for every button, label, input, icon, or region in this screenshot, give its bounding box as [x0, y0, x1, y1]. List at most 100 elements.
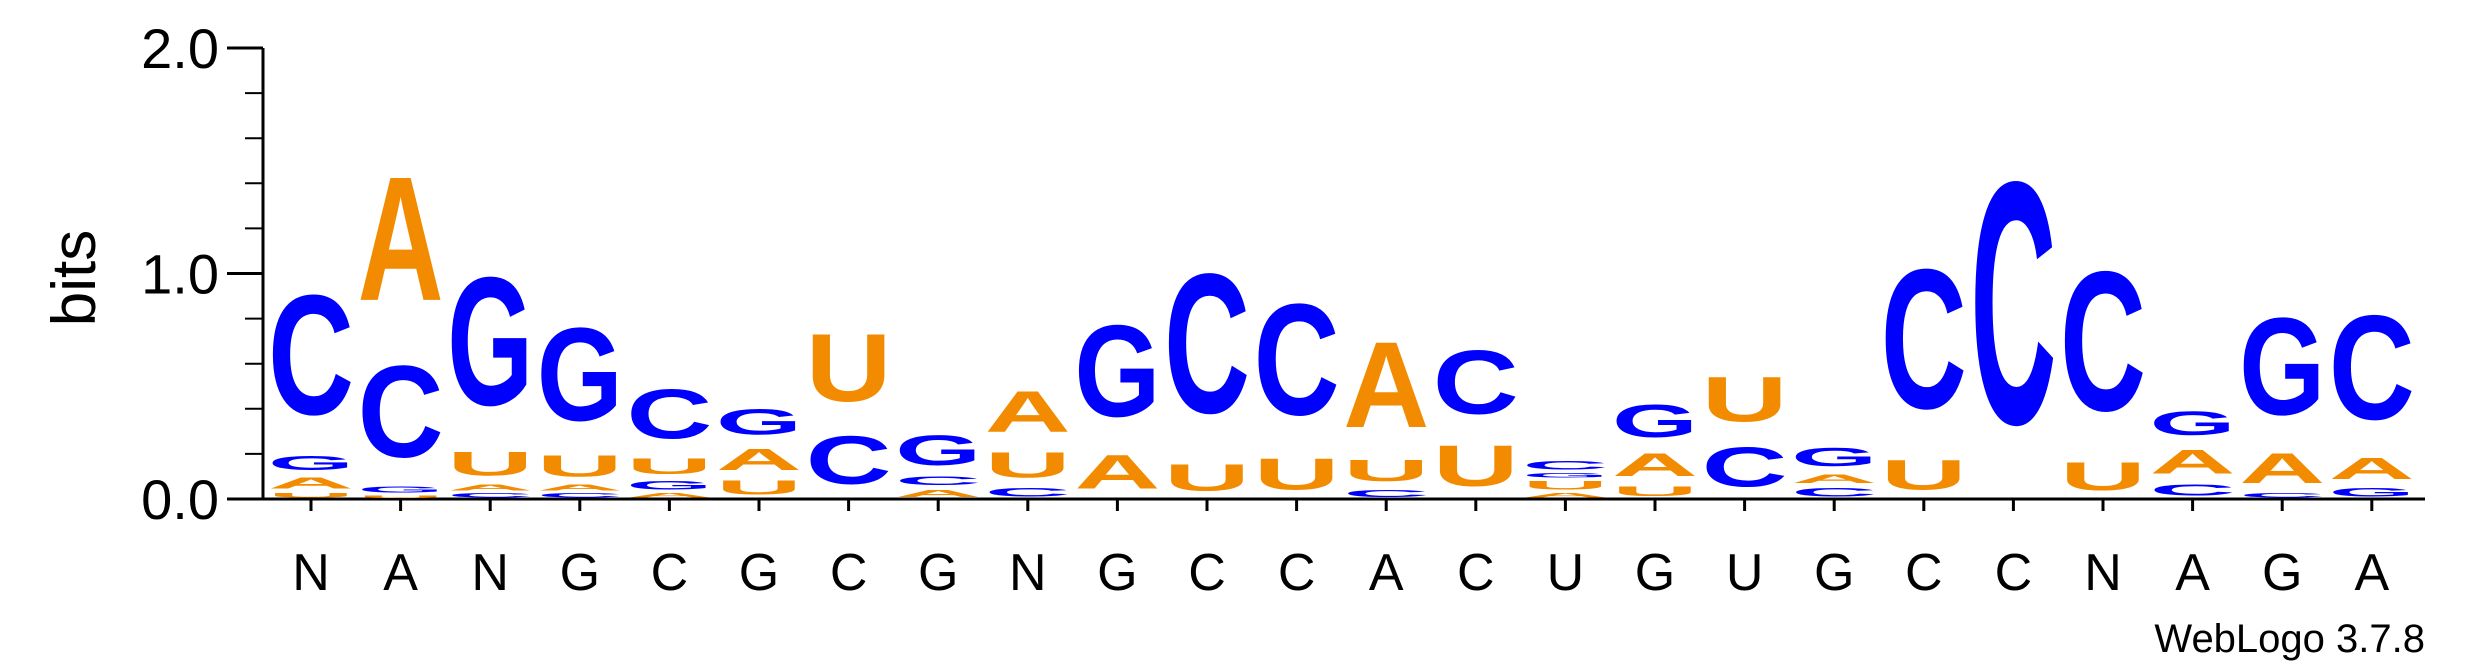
logo-letter-A: A — [537, 483, 623, 492]
logo-letter-U: U — [268, 492, 354, 499]
logo-letter-A: A — [985, 379, 1071, 444]
logo-letter-C: C — [1164, 231, 1250, 454]
x-tick-label: N — [2084, 544, 2122, 602]
logo-letter-G: G — [1522, 472, 1608, 479]
y-tick-label: 1.0 — [141, 243, 219, 306]
x-tick-label: G — [739, 544, 779, 602]
y-tick-label: 0.0 — [141, 468, 219, 531]
logo-letter-U: U — [2060, 454, 2146, 499]
logo-letter-A: A — [358, 139, 444, 337]
logo-letter-A: A — [2329, 452, 2415, 486]
logo-letter-C: C — [1343, 488, 1429, 499]
logo-letter-G: G — [268, 452, 354, 475]
logo-letter-C: C — [2060, 229, 2146, 452]
logo-letter-C: C — [895, 474, 981, 488]
x-tick-label: C — [1905, 544, 1943, 602]
logo-letter-U: U — [806, 314, 892, 422]
logo-letter-C: C — [1970, 110, 2056, 496]
x-tick-label: N — [471, 544, 509, 602]
x-tick-label: G — [918, 544, 958, 602]
logo-letter-A: A — [447, 483, 533, 492]
x-tick-label: C — [1457, 544, 1495, 602]
logo-letter-A: A — [1074, 445, 1160, 499]
x-tick-label: C — [1278, 544, 1316, 602]
x-tick-label: A — [2354, 544, 2389, 602]
logo-letter-U: U — [447, 445, 533, 483]
y-axis-label: bits — [40, 230, 109, 326]
x-tick-label: G — [1097, 544, 1137, 602]
y-tick-label: 2.0 — [141, 17, 219, 80]
logo-letter-G: G — [537, 299, 623, 448]
x-tick-label: A — [1369, 544, 1404, 602]
logo-letter-U: U — [358, 494, 444, 498]
x-tick-label: G — [1635, 544, 1675, 602]
logo-letter-C: C — [1881, 227, 1967, 450]
logo-letter-U: U — [1164, 456, 1250, 499]
logo-letter-C: C — [1522, 458, 1608, 472]
logo-letter-C: C — [268, 261, 354, 451]
logo-letter-G: G — [895, 426, 981, 473]
logo-letter-U: U — [537, 449, 623, 483]
logo-letter-A: A — [895, 488, 981, 499]
logo-letter-A: A — [268, 474, 354, 492]
x-tick-label: G — [560, 544, 600, 602]
x-tick-label: N — [1009, 544, 1047, 602]
logo-letter-C: C — [985, 485, 1071, 499]
logo-letter-G: G — [1791, 443, 1877, 472]
y-axis-ticks: 0.0 1.0 2.0 — [141, 17, 263, 531]
x-tick-label: N — [292, 544, 330, 602]
logo-letter-G: G — [1074, 297, 1160, 444]
x-tick-label: C — [1995, 544, 2033, 602]
logo-letter-A: A — [1612, 447, 1698, 483]
logo-letter-C: C — [626, 374, 712, 453]
logo-letter-A: A — [626, 492, 712, 499]
logo-letter-G: G — [2239, 288, 2325, 444]
logo-letter-C: C — [537, 492, 623, 499]
logo-letter-U: U — [626, 454, 712, 479]
logo-letter-G: G — [2150, 405, 2236, 443]
logo-letter-C: C — [447, 492, 533, 499]
x-tick-label: C — [1188, 544, 1226, 602]
logo-letter-C: C — [358, 338, 444, 484]
logo-letter-G: G — [358, 485, 444, 494]
logo-letter-G: G — [447, 240, 533, 445]
logo-letter-A: A — [716, 443, 802, 477]
logo-letter-C: C — [2150, 481, 2236, 499]
x-tick-label: G — [1814, 544, 1854, 602]
logo-letter-G: G — [626, 479, 712, 493]
logo-letter-G: G — [2329, 485, 2415, 499]
logo-letter-U: U — [985, 445, 1071, 486]
logo-letter-U: U — [1522, 479, 1608, 493]
logo-letter-U: U — [1612, 483, 1698, 499]
logo-letter-U: U — [1881, 451, 1967, 498]
logo-letter-A: A — [1791, 472, 1877, 486]
logo-letter-C: C — [1254, 271, 1340, 449]
logo-letter-C: C — [2329, 284, 2415, 451]
logo-letter-U: U — [1343, 454, 1429, 488]
x-tick-label: A — [2175, 544, 2210, 602]
logo-letter-U: U — [1433, 433, 1519, 498]
x-tick-label: U — [1547, 544, 1585, 602]
x-tick-label: G — [2262, 544, 2302, 602]
logo-letter-U: U — [1702, 364, 1788, 436]
logo-letter-G: G — [716, 402, 802, 442]
logo-letter-C: C — [1791, 485, 1877, 499]
logo-letter-U: U — [1254, 450, 1340, 499]
x-tick-label: C — [830, 544, 868, 602]
logo-letter-C: C — [1702, 436, 1788, 499]
logo-letter-C: C — [806, 422, 892, 499]
logo-letter-A: A — [1522, 492, 1608, 499]
logo-letter-U: U — [716, 477, 802, 499]
logo-letter-A: A — [2150, 443, 2236, 481]
logo-letter-A: A — [2239, 445, 2325, 492]
logo-letter-A: A — [1343, 315, 1429, 453]
weblogo-credit: WebLogo 3.7.8 — [2154, 617, 2425, 661]
x-tick-label: A — [383, 544, 418, 602]
logo-letter-C: C — [1433, 332, 1519, 433]
logo-letter-G: G — [1612, 395, 1698, 447]
x-tick-label: C — [651, 544, 689, 602]
x-tick-label: U — [1726, 544, 1764, 602]
